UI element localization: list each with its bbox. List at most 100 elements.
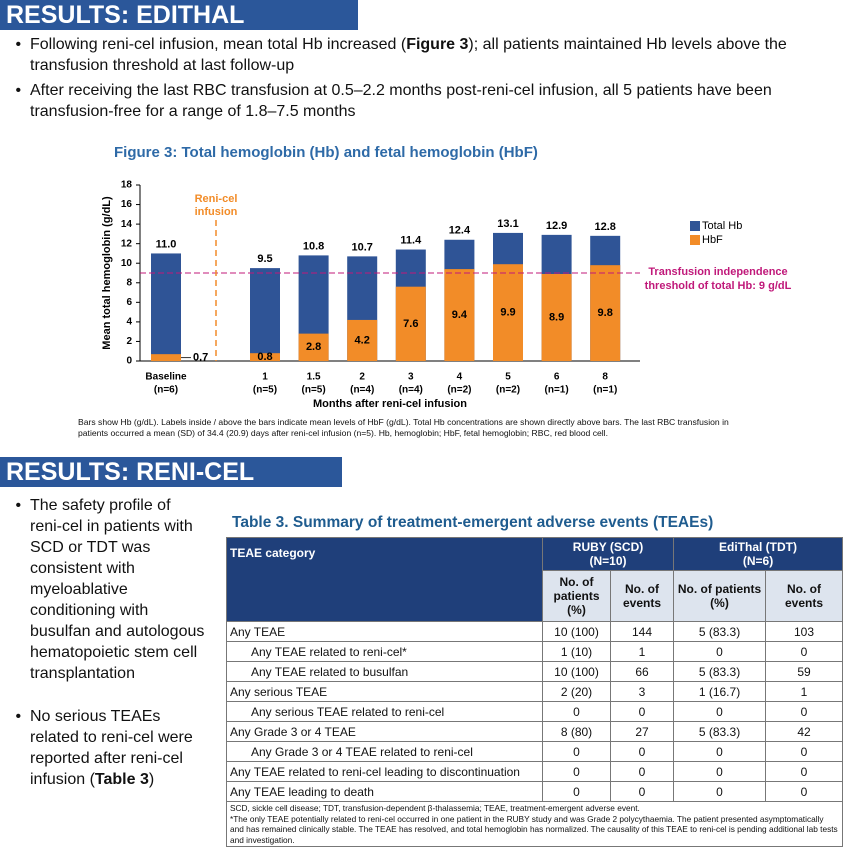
table-cell: 0 xyxy=(609,701,675,722)
x-tick-label: 2 xyxy=(359,372,365,383)
header-row: TEAE category RUBY (SCD) (N=10) EdiThal (TD… xyxy=(226,537,844,622)
value-label: 8.9 xyxy=(549,311,564,323)
bullet-text: Figure 3 xyxy=(406,36,469,53)
value-label: 10.7 xyxy=(351,241,372,253)
x-tick-sublabel: (n=2) xyxy=(496,385,520,396)
table-cell: 0 xyxy=(765,741,844,762)
bar xyxy=(444,269,475,361)
subheader-row: No. of patients (%) No. of events No. of p… xyxy=(227,570,844,622)
table-cell: 10 (100) xyxy=(542,621,611,642)
infusion-label: Reni-cel xyxy=(195,193,238,205)
table-cell: 0 xyxy=(609,781,675,802)
threshold-label: threshold of total Hb: 9 g/dL xyxy=(645,280,792,292)
header-cell: EdiThal (TDT) (N=6) xyxy=(673,537,844,571)
bullet: Following reni-cel infusion, mean total … xyxy=(30,34,842,76)
value-label: 12.4 xyxy=(449,225,471,237)
table-cell: 0 xyxy=(673,781,767,802)
x-tick-sublabel: (n=2) xyxy=(447,385,471,396)
table-cell: 0 xyxy=(673,761,767,782)
bullet-text: ); all patients maintained Hb levels abo… xyxy=(30,36,787,74)
header-text: (N=6) xyxy=(742,554,774,568)
table-cell: 0 xyxy=(673,741,767,762)
x-tick-label: 6 xyxy=(554,372,560,383)
table-row: Any TEAE related to reni-cel leading to … xyxy=(226,761,844,782)
y-tick-label: 10 xyxy=(121,258,133,269)
bar xyxy=(250,353,280,361)
table-cell: 0 xyxy=(765,701,844,722)
value-label: 4.2 xyxy=(355,334,370,346)
value-label: 0.8 xyxy=(257,351,272,363)
value-label: 2.8 xyxy=(306,341,321,353)
x-tick-label: 8 xyxy=(602,372,608,383)
x-tick-label: 3 xyxy=(408,372,414,383)
table-cell: 5 (83.3) xyxy=(673,721,767,742)
table-cell: 0 xyxy=(542,701,611,722)
footnote: SCD, sickle cell disease; TDT, transfusi… xyxy=(230,803,640,813)
table-cell: 0 xyxy=(609,741,675,762)
bar xyxy=(298,333,329,361)
table: TEAE category RUBY (SCD) (N=10) EdiThal (TD… xyxy=(225,537,844,847)
value-label: 11.0 xyxy=(156,238,177,250)
table-body: TEAE category RUBY (SCD) (N=10) EdiThal (TD… xyxy=(225,537,844,847)
y-tick-label: 18 xyxy=(121,180,133,191)
bar xyxy=(395,286,426,361)
infusion-label: infusion xyxy=(195,206,238,218)
table-cell: Any TEAE related to busulfan xyxy=(226,661,543,682)
bar xyxy=(347,319,378,361)
x-tick-sublabel: (n=4) xyxy=(350,385,374,396)
value-label: 12.9 xyxy=(546,220,567,232)
bar xyxy=(493,264,523,361)
section-header: RESULTS: EDITHAL EFFICACY xyxy=(0,0,358,59)
table-cell: 0 xyxy=(765,641,844,662)
bar xyxy=(541,273,572,361)
legend-label: HbF xyxy=(702,234,723,246)
bullet: No serious TEAEs related to reni-cel wer… xyxy=(30,706,206,790)
table-cell: 1 xyxy=(765,681,844,702)
y-tick-label: 14 xyxy=(121,219,133,230)
x-tick-sublabel: (n=5) xyxy=(302,385,326,396)
table-cell: 42 xyxy=(765,721,844,742)
bullet-text: Following reni-cel infusion, mean total … xyxy=(30,36,407,53)
header-text: RUBY (SCD) xyxy=(572,540,644,554)
bullet-text: Table 3 xyxy=(94,771,149,788)
bullet-text: ) xyxy=(148,771,155,788)
table-row: Any TEAE related to busulfan 10 (100) 66 5 … xyxy=(226,661,844,682)
value-label: 7.6 xyxy=(403,318,418,330)
table-cell: 27 xyxy=(609,721,675,742)
legend-swatch xyxy=(690,235,700,245)
figure-note: Bars show Hb (g/dL). Labels inside / abo… xyxy=(78,417,729,438)
header-cell: TEAE category xyxy=(226,537,543,622)
table-row: Any Grade 3 or 4 TEAE 8 (80) 27 5 (83.3) 42 xyxy=(226,721,844,742)
table-cell: 144 xyxy=(609,621,675,642)
table-row: Any serious TEAE related to reni-cel 0 0 0 0 xyxy=(226,701,844,722)
x-tick-sublabel: (n=1) xyxy=(545,385,569,396)
table-cell: 1 (10) xyxy=(542,641,611,662)
bullet-text: After receiving the last RBC transfusion… xyxy=(30,82,772,120)
table-cell: Any Grade 3 or 4 TEAE related to reni-ce… xyxy=(226,741,543,762)
table-cell: Any TEAE leading to death xyxy=(226,781,543,802)
bullet-list: Following reni-cel infusion, mean total … xyxy=(6,34,842,126)
value-label: 11.4 xyxy=(400,234,422,246)
table-cell: Any TEAE related to reni-cel* xyxy=(226,641,543,662)
table-cell: 0 xyxy=(765,761,844,782)
value-label: 9.8 xyxy=(598,307,613,319)
legend-label: Total Hb xyxy=(702,220,742,232)
table-cell: 2 (20) xyxy=(542,681,611,702)
bar xyxy=(151,253,181,361)
value-label: 9.5 xyxy=(257,253,272,265)
header-text: (N=10) xyxy=(589,554,627,568)
x-tick-sublabel: (n=1) xyxy=(593,385,617,396)
table-cell: 0 xyxy=(542,761,611,782)
table-cell: 10 (100) xyxy=(542,661,611,682)
table-cell: 5 (83.3) xyxy=(673,661,767,682)
x-tick-sublabel: (n=6) xyxy=(154,385,178,396)
footnote: *The only TEAE potentially related to re… xyxy=(230,813,838,845)
x-tick-sublabel: (n=5) xyxy=(253,385,277,396)
y-tick-label: 6 xyxy=(126,297,132,308)
table-row: Any Grade 3 or 4 TEAE related to reni-ce… xyxy=(226,741,844,762)
value-label: 13.1 xyxy=(497,218,518,230)
bullet-text: The safety profile of reni-cel in patien… xyxy=(30,497,205,682)
footnote-cell: SCD, sickle cell disease; TDT, transfusi… xyxy=(225,801,844,847)
table-cell: 59 xyxy=(765,661,844,682)
